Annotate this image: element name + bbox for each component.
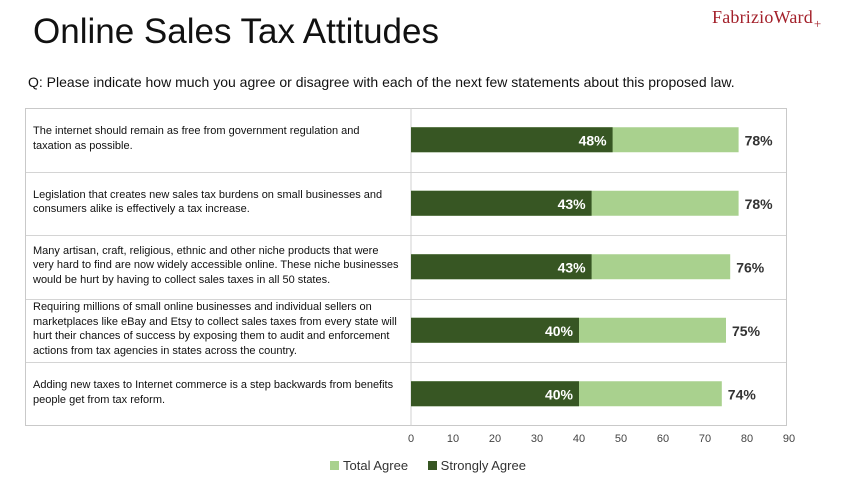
row-divider: [26, 298, 786, 300]
legend-label-strongly-agree: Strongly Agree: [440, 458, 526, 473]
chart-legend: Total Agree Strongly Agree: [330, 458, 542, 473]
statement-label: Many artisan, craft, religious, ethnic a…: [33, 244, 399, 287]
row-divider: [26, 362, 786, 363]
x-tick-label: 80: [740, 433, 754, 445]
chart-frame: [25, 108, 787, 426]
x-tick-label: 60: [656, 433, 670, 445]
statement-label: Requiring millions of small online busin…: [33, 301, 397, 357]
legend-item-total-agree: Total Agree: [330, 458, 408, 473]
legend-swatch-total-agree: [330, 461, 339, 470]
legend-swatch-strongly-agree: [427, 461, 437, 470]
x-tick-label: 20: [488, 433, 502, 445]
statement-label: The internet should remain as free from …: [33, 125, 360, 152]
x-tick-label: 0: [407, 433, 415, 445]
logo-mark: +: [813, 16, 822, 31]
survey-question: Q: Please indicate how much you agree or…: [28, 74, 735, 90]
statement-label: Legislation that creates new sales tax b…: [33, 188, 383, 216]
logo-text: FabrizioWard: [712, 7, 813, 27]
x-tick-label: 90: [782, 433, 796, 445]
legend-item-strongly-agree: Strongly Agree: [427, 458, 526, 473]
x-tick-label: 40: [572, 433, 586, 445]
brand-logo: FabrizioWard+: [712, 7, 822, 31]
x-tick-label: 30: [530, 433, 544, 445]
x-tick-label: 50: [614, 433, 628, 445]
statement-label: Adding new taxes to Internet commerce is…: [33, 379, 394, 406]
page-title: Online Sales Tax Attitudes: [33, 12, 439, 51]
x-tick-label: 10: [446, 433, 460, 445]
row-divider: [26, 235, 786, 236]
row-divider: [26, 171, 786, 173]
x-tick-label: 70: [698, 433, 712, 445]
legend-label-total-agree: Total Agree: [343, 458, 409, 473]
